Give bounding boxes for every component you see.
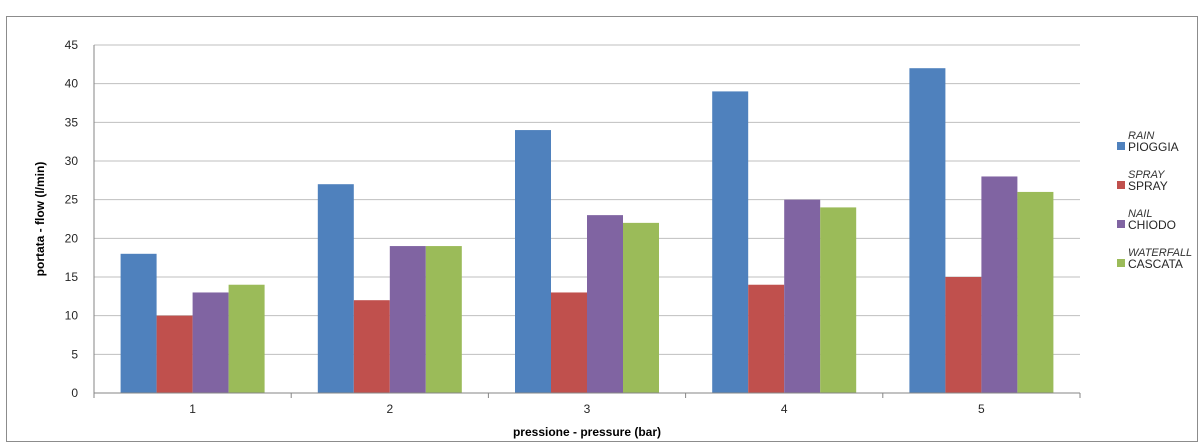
x-tick-label: 5 — [978, 402, 985, 416]
y-tick-label: 5 — [71, 347, 78, 361]
bar-spray-3 — [551, 292, 587, 393]
bar-chiodo-5 — [981, 176, 1018, 393]
bar-spray-1 — [156, 315, 193, 393]
bar-spray-4 — [748, 284, 785, 393]
bar-pioggia-2 — [317, 184, 354, 393]
x-axis-ticks: 1 2 3 4 5 — [189, 402, 985, 416]
y-tick-label: 25 — [65, 193, 79, 207]
x-tick-label: 2 — [386, 402, 393, 416]
legend-english-label: RAIN — [1128, 130, 1154, 142]
bar-chiodo-2 — [389, 246, 426, 393]
y-tick-label: 0 — [71, 386, 78, 400]
legend-label: CHIODO — [1128, 218, 1176, 232]
y-tick-label: 15 — [65, 270, 79, 284]
bar-pioggia-5 — [909, 68, 946, 393]
bar-pioggia-4 — [712, 91, 749, 394]
legend-label: SPRAY — [1128, 179, 1168, 193]
x-tick-label: 3 — [584, 402, 591, 416]
legend-swatch — [1117, 259, 1125, 267]
bar-spray-5 — [945, 277, 982, 393]
x-tick-label: 4 — [781, 402, 788, 416]
bar-cascata-4 — [820, 207, 857, 393]
bar-cascata-5 — [1017, 191, 1054, 393]
bars — [120, 68, 1054, 394]
bar-chiodo-3 — [587, 215, 623, 393]
legend-english-label: NAIL — [1128, 208, 1152, 220]
y-axis-title: portata - flow (l/min) — [33, 162, 47, 277]
axes — [93, 45, 1081, 398]
y-tick-label: 35 — [65, 115, 79, 129]
bar-cascata-2 — [425, 246, 462, 393]
bar-chiodo-4 — [784, 199, 821, 393]
legend-swatch — [1117, 220, 1125, 228]
legend-label: PIOGGIA — [1128, 140, 1179, 154]
legend-swatch — [1117, 142, 1125, 150]
legend-label: CASCATA — [1128, 257, 1183, 271]
bar-pioggia-1 — [120, 253, 157, 393]
legend-swatch — [1117, 181, 1125, 189]
x-tick-label: 1 — [189, 402, 196, 416]
legend-english-label: SPRAY — [1128, 169, 1165, 181]
y-tick-label: 40 — [65, 77, 79, 91]
x-axis-title: pressione - pressure (bar) — [513, 425, 661, 439]
bar-cascata-3 — [623, 222, 659, 393]
y-tick-label: 30 — [65, 154, 79, 168]
y-tick-label: 45 — [65, 38, 79, 52]
bar-chiodo-1 — [192, 292, 229, 393]
bar-cascata-1 — [228, 284, 265, 393]
y-tick-label: 20 — [65, 231, 79, 245]
y-tick-label: 10 — [65, 309, 79, 323]
y-axis-ticks: 0 5 10 15 20 25 30 35 40 45 — [65, 38, 79, 400]
bar-spray-2 — [353, 300, 390, 393]
bar-pioggia-3 — [515, 130, 551, 394]
legend-english-label: WATERFALL — [1128, 247, 1192, 259]
